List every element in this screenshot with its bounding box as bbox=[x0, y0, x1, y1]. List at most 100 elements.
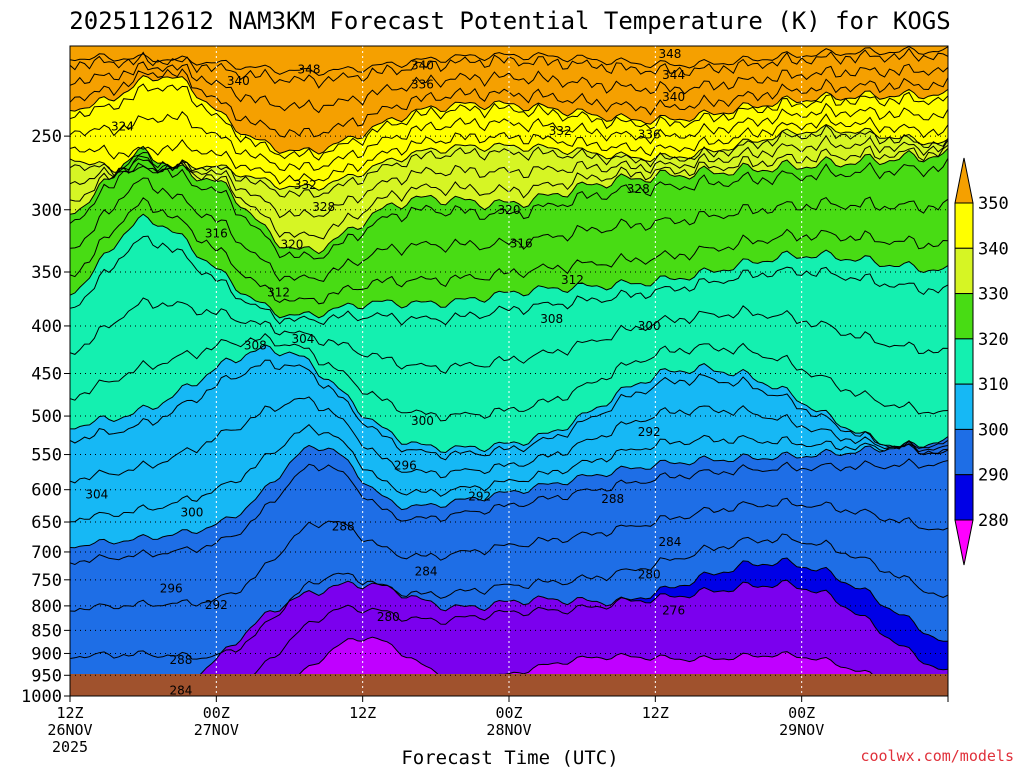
contour-line bbox=[70, 113, 948, 185]
contour-label: 300 bbox=[411, 414, 434, 428]
y-tick-label: 950 bbox=[31, 666, 62, 686]
colorbar-tick-label: 320 bbox=[978, 330, 1009, 350]
contour-label: 348 bbox=[659, 47, 682, 61]
contour-label: 316 bbox=[510, 236, 533, 250]
contour-label: 288 bbox=[332, 519, 355, 533]
colorbar-segment bbox=[954, 247, 974, 295]
contour-line bbox=[70, 497, 948, 612]
x-tick-label: 00Z bbox=[203, 704, 230, 722]
contour-label: 308 bbox=[244, 339, 267, 353]
contour-label: 284 bbox=[415, 565, 438, 579]
contour-label: 308 bbox=[540, 312, 563, 326]
colorbar-segment bbox=[954, 383, 974, 430]
x-tick-label: 2025 bbox=[52, 738, 88, 756]
x-tick-label: 29NOV bbox=[779, 721, 824, 739]
x-tick-label: 27NOV bbox=[194, 721, 239, 739]
y-tick-label: 500 bbox=[31, 407, 62, 427]
y-tick-label: 600 bbox=[31, 481, 62, 501]
colorbar-arrow-top bbox=[954, 157, 974, 204]
contour-label: 336 bbox=[638, 128, 661, 142]
contour-label: 280 bbox=[377, 610, 400, 624]
contour-label: 340 bbox=[227, 74, 250, 88]
contour-label: 328 bbox=[627, 182, 650, 196]
contour-label: 292 bbox=[205, 598, 228, 612]
x-tick-label: 12Z bbox=[349, 704, 376, 722]
contour-label: 332 bbox=[549, 124, 572, 138]
contour-label: 312 bbox=[267, 285, 290, 299]
contour-label: 336 bbox=[411, 77, 434, 91]
contour-label: 288 bbox=[170, 653, 193, 667]
credit-text[interactable]: coolwx.com/models bbox=[860, 747, 1014, 765]
y-tick-label: 1000 bbox=[21, 687, 62, 707]
y-tick-label: 850 bbox=[31, 621, 62, 641]
contour-label: 344 bbox=[662, 68, 685, 82]
y-tick-label: 350 bbox=[31, 263, 62, 283]
colorbar-arrow-bottom bbox=[954, 519, 974, 566]
plot-area: 324 340 348 340 336 332 348 344 340 336 332 328 328 3… bbox=[70, 46, 948, 698]
y-axis: 250 300 350 400 450 500 550 600 650 700 750 800 850 9… bbox=[21, 127, 70, 707]
contour-label: 300 bbox=[180, 506, 203, 520]
contour-label: 312 bbox=[561, 273, 584, 287]
contour-label: 300 bbox=[638, 319, 661, 333]
y-tick-label: 900 bbox=[31, 644, 62, 664]
contour-label: 292 bbox=[468, 489, 491, 503]
y-tick-label: 800 bbox=[31, 597, 62, 617]
colorbar-segment bbox=[954, 202, 974, 249]
chart-title: 2025112612 NAM3KM Forecast Potential Tem… bbox=[69, 7, 950, 35]
y-tick-label: 700 bbox=[31, 543, 62, 563]
contour-label: 296 bbox=[394, 458, 417, 472]
y-tick-label: 450 bbox=[31, 365, 62, 385]
colorbar-tick-label: 300 bbox=[978, 420, 1009, 440]
y-tick-label: 250 bbox=[31, 127, 62, 147]
contour-label: 340 bbox=[411, 59, 434, 73]
contour-line bbox=[70, 332, 948, 422]
colorbar-segment bbox=[954, 338, 974, 385]
contour-label: 320 bbox=[498, 203, 521, 217]
contour-label: 348 bbox=[298, 63, 321, 77]
y-tick-label: 400 bbox=[31, 317, 62, 337]
colorbar-segment bbox=[954, 293, 974, 340]
contour-label: 292 bbox=[638, 425, 661, 439]
colorbar-tick-label: 280 bbox=[978, 511, 1009, 531]
colorbar-tick-label: 290 bbox=[978, 466, 1009, 486]
x-tick-label: 00Z bbox=[788, 704, 815, 722]
contour-label: 296 bbox=[160, 581, 183, 595]
y-tick-label: 750 bbox=[31, 571, 62, 591]
x-tick-label: 26NOV bbox=[47, 721, 92, 739]
colorbar-segment bbox=[954, 474, 974, 521]
x-tick-label: 12Z bbox=[56, 704, 83, 722]
y-tick-label: 550 bbox=[31, 446, 62, 466]
grid-lines bbox=[70, 46, 948, 696]
colorbar: 350 340 330 320 310 300 290 280 bbox=[954, 157, 1009, 566]
contour-label: 280 bbox=[638, 567, 661, 581]
contour-label: 316 bbox=[205, 226, 228, 240]
colorbar-tick-label: 310 bbox=[978, 375, 1009, 395]
colorbar-tick-label: 330 bbox=[978, 285, 1009, 305]
contour-label: 340 bbox=[662, 90, 685, 104]
y-tick-label: 300 bbox=[31, 201, 62, 221]
colorbar-tick-label: 350 bbox=[978, 194, 1009, 214]
contour-fills bbox=[70, 48, 948, 696]
contour-label: 324 bbox=[111, 119, 134, 133]
contour-label: 276 bbox=[662, 603, 685, 617]
contour-line bbox=[70, 424, 948, 523]
x-tick-label: 00Z bbox=[495, 704, 522, 722]
contour-label: 288 bbox=[601, 492, 624, 506]
terrain-ground bbox=[70, 674, 948, 696]
contour-label: 304 bbox=[85, 487, 108, 501]
x-axis-label: Forecast Time (UTC) bbox=[401, 747, 618, 768]
x-tick-label: 28NOV bbox=[486, 721, 531, 739]
contour-label: 328 bbox=[312, 200, 335, 214]
contour-line bbox=[70, 533, 948, 660]
colorbar-tick-label: 340 bbox=[978, 239, 1009, 259]
contour-label: 332 bbox=[294, 178, 317, 192]
contour-label: 304 bbox=[291, 332, 314, 346]
y-tick-label: 650 bbox=[31, 513, 62, 533]
contour-labels: 324 340 348 340 336 332 348 344 340 336 332 328 328 3… bbox=[85, 47, 685, 698]
contour-label: 320 bbox=[280, 238, 303, 252]
contour-label: 284 bbox=[659, 535, 682, 549]
contour-line bbox=[70, 83, 948, 161]
contour-label: 284 bbox=[170, 684, 193, 698]
